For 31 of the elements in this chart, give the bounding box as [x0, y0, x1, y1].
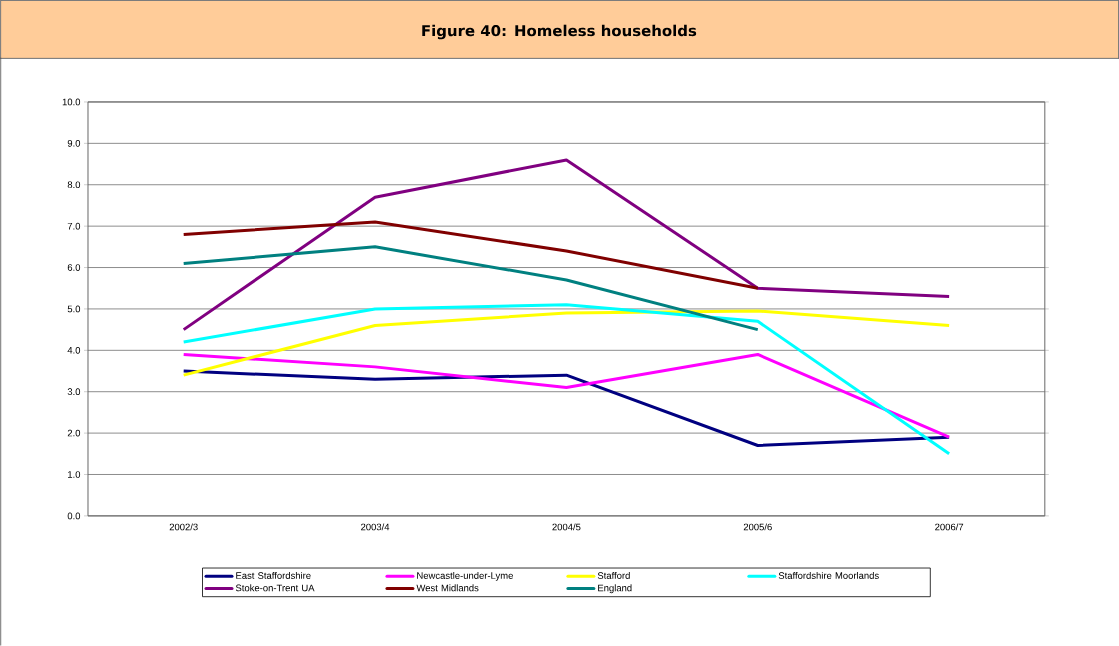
y-tick-label: 2.0: [67, 429, 81, 437]
y-tick-label: 8.0: [67, 181, 81, 189]
y-tick-label: 9.0: [67, 140, 81, 147]
line-series: [182, 220, 760, 290]
x-tick-label: 2004/5: [552, 523, 581, 531]
line-series: [182, 369, 951, 448]
legend-label: Staffordshire Moorlands: [778, 572, 879, 580]
y-tick-label: 7.0: [67, 222, 81, 230]
legend-label: East Staffordshire: [236, 572, 311, 580]
y-tick-label: 6.0: [67, 264, 81, 271]
line-series: [182, 303, 951, 456]
chart-title: Figure 40: Homeless households: [422, 24, 697, 40]
x-tick-label: 2005/6: [743, 523, 772, 531]
y-tick-label: 5.0: [67, 305, 81, 313]
legend-label: West Midlands: [416, 584, 479, 592]
line-series: [182, 353, 951, 439]
legend-label: England: [598, 584, 632, 594]
legend-label: Stoke-on-Trent UA: [235, 584, 315, 592]
x-tick-label: 2006/7: [935, 523, 964, 531]
y-tick-label: 4.0: [67, 347, 81, 354]
y-tick-label: 3.0: [67, 388, 81, 396]
x-tick-label: 2003/4: [361, 523, 390, 531]
line-series: [182, 309, 951, 377]
legend-label: Stafford: [597, 572, 630, 580]
line-series: [182, 245, 760, 332]
y-tick-label: 0.0: [67, 512, 81, 520]
x-tick-label: 2002/3: [169, 523, 198, 531]
legend-label: Newcastle-under-Lyme: [417, 572, 513, 581]
y-tick-label: 1.0: [68, 471, 81, 478]
y-tick-label: 10.0: [62, 98, 81, 106]
line-series: [182, 158, 951, 332]
